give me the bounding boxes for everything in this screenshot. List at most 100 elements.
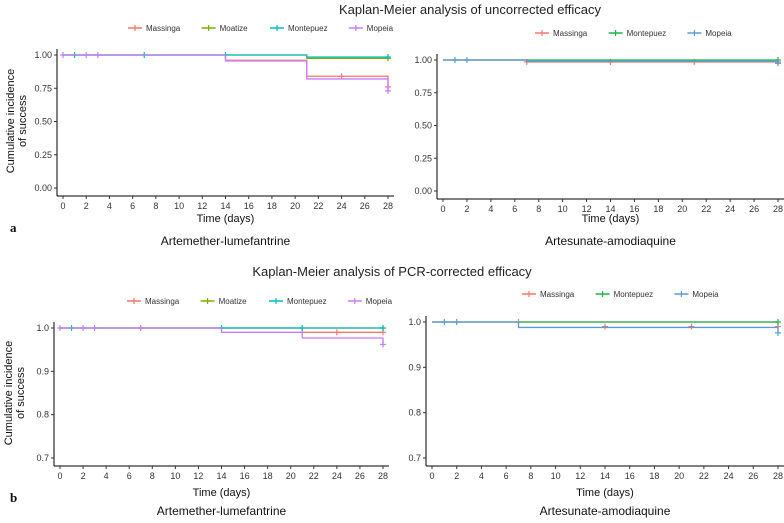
y-tick-label: 0.00 xyxy=(34,183,52,193)
chart-b-left: 0 2 4 6 8 10 12 14 16 18 20 22 24 26 280.70.80.91.0Tim… xyxy=(3,297,393,518)
x-tick-label: 28 xyxy=(378,471,388,481)
x-tick-label: 24 xyxy=(724,471,734,481)
legend-label: Mopeia xyxy=(705,29,732,38)
y-tick-label: 0.9 xyxy=(408,362,421,372)
x-tick-label: 2 xyxy=(454,471,459,481)
x-tick-label: 2 xyxy=(464,204,469,214)
section-a-title: Kaplan-Meier analysis of uncorrected eff… xyxy=(339,2,602,17)
x-tick-label: 20 xyxy=(290,201,300,211)
legend-item-montepuez: Montepuez xyxy=(270,24,328,33)
x-tick-label: 6 xyxy=(127,471,132,481)
y-axis-title-line1: Cumulative incidence xyxy=(5,69,17,174)
x-tick-label: 10 xyxy=(558,204,568,214)
x-tick-label: 2 xyxy=(81,471,86,481)
panel-b-letter: b xyxy=(10,490,17,505)
panel-subtitle: Artemether-lumefantrine xyxy=(157,504,287,518)
x-tick-label: 22 xyxy=(701,204,711,214)
legend-label: Massinga xyxy=(540,290,575,299)
legend-item-montepuez: Montepuez xyxy=(595,290,653,299)
x-tick-label: 12 xyxy=(582,204,592,214)
series-mopeia xyxy=(443,57,781,67)
legend-item-montepuez: Montepuez xyxy=(608,29,666,38)
x-tick-label: 24 xyxy=(725,204,735,214)
x-tick-label: 6 xyxy=(504,471,509,481)
y-tick-label: 0.25 xyxy=(414,153,432,163)
panel-a-letter: a xyxy=(10,220,17,235)
panel-subtitle: Artesunate-amodiaquine xyxy=(545,234,676,248)
y-tick-label: 1.0 xyxy=(36,323,49,333)
legend-label: Mopeia xyxy=(367,24,394,33)
legend-item-mopeia: Mopeia xyxy=(348,24,394,33)
x-tick-label: 28 xyxy=(383,201,393,211)
y-axis-title-line2: of success xyxy=(15,367,27,419)
x-tick-label: 24 xyxy=(337,201,347,211)
x-tick-label: 4 xyxy=(104,471,109,481)
x-tick-label: 0 xyxy=(429,471,434,481)
km-curve-mopeia xyxy=(60,327,384,345)
km-curve-mopeia xyxy=(63,54,389,91)
y-tick-label: 1.0 xyxy=(408,317,421,327)
x-tick-label: 8 xyxy=(528,471,533,481)
x-axis-title: Time (days) xyxy=(576,487,634,499)
legend-item-mopeia: Mopeia xyxy=(347,297,393,306)
x-axis-title: Time (days) xyxy=(582,213,640,225)
x-tick-label: 12 xyxy=(197,201,207,211)
x-tick-label: 6 xyxy=(512,204,517,214)
x-tick-label: 4 xyxy=(488,204,493,214)
series-mopeia xyxy=(432,319,781,336)
legend-label: Moatize xyxy=(220,24,249,33)
panel-subtitle: Artemether-lumefantrine xyxy=(161,234,291,248)
y-tick-label: 0.75 xyxy=(34,83,52,93)
panel-subtitle: Artesunate-amodiaquine xyxy=(540,504,671,518)
x-tick-label: 18 xyxy=(649,471,659,481)
x-tick-label: 12 xyxy=(575,471,585,481)
x-tick-label: 14 xyxy=(600,471,610,481)
x-tick-label: 20 xyxy=(677,204,687,214)
x-tick-label: 18 xyxy=(267,201,277,211)
x-tick-label: 26 xyxy=(748,471,758,481)
series-massinga xyxy=(63,54,391,90)
legend-item-massinga: Massinga xyxy=(127,297,180,306)
x-tick-label: 4 xyxy=(107,201,112,211)
x-tick-label: 22 xyxy=(313,201,323,211)
legend-label: Massinga xyxy=(146,24,181,33)
y-tick-label: 0.7 xyxy=(36,453,49,463)
x-tick-label: 10 xyxy=(174,201,184,211)
x-tick-label: 0 xyxy=(57,471,62,481)
chart-a-right: 0 2 4 6 8 10 12 14 16 18 20 22 24 26 280.000.250.500.7… xyxy=(414,29,784,248)
x-tick-label: 8 xyxy=(150,471,155,481)
series-massinga xyxy=(60,327,386,336)
y-tick-label: 1.00 xyxy=(34,50,52,60)
chart-b-right: 0 2 4 6 8 10 12 14 16 18 20 22 24 26 280.70.80.91.0Tim… xyxy=(408,290,784,518)
x-tick-label: 24 xyxy=(332,471,342,481)
legend-item-moatize: Moatize xyxy=(201,24,249,33)
legend-item-moatize: Moatize xyxy=(200,297,247,306)
y-tick-label: 0.75 xyxy=(414,88,432,98)
legend-label: Montepuez xyxy=(287,297,327,306)
x-tick-label: 18 xyxy=(653,204,663,214)
y-axis-title-line1: Cumulative incidence xyxy=(3,341,15,446)
km-curve-mopeia xyxy=(432,321,779,333)
x-tick-label: 20 xyxy=(674,471,684,481)
x-tick-label: 16 xyxy=(625,471,635,481)
x-tick-label: 18 xyxy=(263,471,273,481)
x-tick-label: 28 xyxy=(773,471,783,481)
x-tick-label: 2 xyxy=(84,201,89,211)
y-tick-label: 0.8 xyxy=(36,410,49,420)
x-tick-label: 16 xyxy=(629,204,639,214)
chart-a-left: 0 2 4 6 8 10 12 14 16 18 20 22 24 26 280.000.250.500.7… xyxy=(5,24,394,248)
y-tick-label: 0.7 xyxy=(408,453,421,463)
x-tick-label: 0 xyxy=(440,204,445,214)
y-tick-label: 0.25 xyxy=(34,150,52,160)
x-tick-label: 8 xyxy=(536,204,541,214)
x-tick-label: 12 xyxy=(193,471,203,481)
x-tick-label: 10 xyxy=(170,471,180,481)
series-mopeia xyxy=(60,52,391,94)
x-tick-label: 10 xyxy=(551,471,561,481)
series-mopeia xyxy=(57,325,386,348)
x-tick-label: 8 xyxy=(153,201,158,211)
x-tick-label: 26 xyxy=(749,204,759,214)
charts-group: 0 2 4 6 8 10 12 14 16 18 20 22 24 26 280.000.250.500.7… xyxy=(3,24,784,518)
legend-item-massinga: Massinga xyxy=(522,290,575,299)
